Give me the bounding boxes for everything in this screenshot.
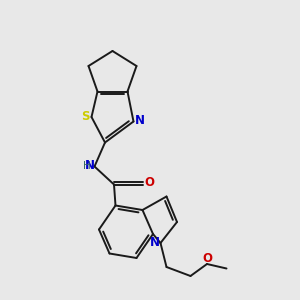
Text: O: O <box>144 176 154 190</box>
Text: N: N <box>150 236 160 249</box>
Text: S: S <box>81 110 89 124</box>
Text: H: H <box>83 161 91 171</box>
Text: N: N <box>134 113 145 127</box>
Text: N: N <box>85 159 95 172</box>
Text: O: O <box>202 252 212 265</box>
